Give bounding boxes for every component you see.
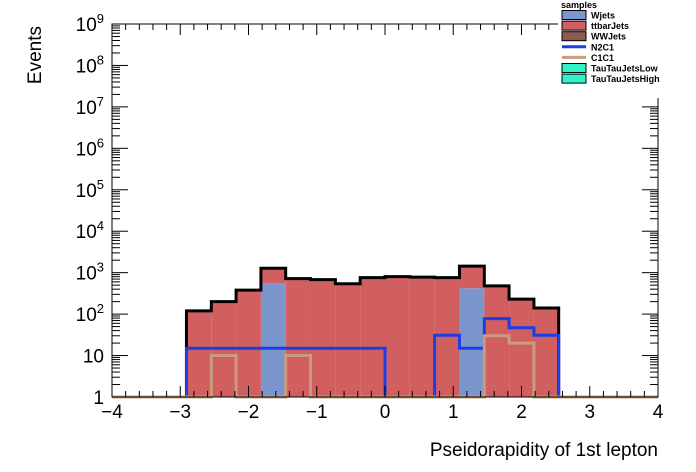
- legend-entry-tautaujetshigh: TauTauJetsHigh: [561, 73, 660, 84]
- legend-swatch: [561, 20, 587, 31]
- bar-ttbarjets-13: [434, 277, 460, 397]
- legend-entry-c1c1: C1C1: [562, 53, 614, 63]
- y-tick-label: 105: [76, 177, 104, 202]
- x-axis-title: Pseidorapidity of 1st lepton: [430, 440, 658, 461]
- legend-label: C1C1: [591, 53, 614, 63]
- bar-ttbarjets-3: [186, 310, 212, 397]
- y-tick-label: 108: [76, 52, 104, 77]
- legend-entry-tautaujetslow: TauTauJetsLow: [561, 63, 659, 74]
- legend-title: samples: [561, 0, 597, 10]
- y-tick-label: 106: [76, 135, 104, 160]
- x-tick-label: 3: [584, 402, 595, 423]
- bar-ttbarjets-9: [335, 283, 361, 397]
- bar-ttbarjets-11: [385, 276, 410, 397]
- y-tick-label: 1: [93, 388, 104, 409]
- x-tick-label: 4: [653, 402, 664, 423]
- x-tick-label: 2: [516, 402, 527, 423]
- legend-swatch: [561, 31, 587, 42]
- y-tick-label: 107: [76, 94, 104, 119]
- y-tick-label: 109: [76, 11, 104, 36]
- y-tick-labels: 1 10 102 103 104 105 106 107 108 109: [76, 11, 104, 409]
- y-tick-label: 104: [76, 218, 104, 243]
- x-tick-label: −4: [101, 402, 123, 423]
- legend-label: WWJets: [591, 32, 626, 42]
- legend: samples WjetsttbarJetsWWJetsN2C1C1C1TauT…: [558, 0, 670, 98]
- bar-ttbarjets-14: [459, 266, 485, 289]
- legend-label: Wjets: [591, 11, 615, 21]
- bar-ttbarjets-15: [484, 285, 510, 397]
- legend-label: TauTauJetsLow: [591, 64, 659, 74]
- y-tick-label: 10: [83, 347, 104, 368]
- bar-ttbarjets-8: [310, 279, 336, 397]
- x-tick-label: 0: [380, 402, 391, 423]
- legend-swatch: [561, 63, 587, 73]
- y-axis-title: Events: [25, 26, 46, 84]
- legend-entry-n2c1: N2C1: [562, 42, 614, 52]
- bar-ttbarjets-5: [236, 290, 261, 397]
- legend-entry-wwjets: WWJets: [561, 31, 626, 42]
- legend-label: TauTauJetsHigh: [591, 74, 660, 84]
- bar-ttbarjets-12: [409, 277, 435, 397]
- x-tick-label: 1: [448, 402, 459, 423]
- bar-ttbarjets-6: [260, 268, 286, 284]
- stack-total-outline: [112, 264, 658, 399]
- legend-label: ttbarJets: [591, 21, 629, 31]
- bar-wjets-14: [459, 288, 485, 397]
- bar-ttbarjets-10: [360, 277, 385, 397]
- x-tick-label: −2: [238, 402, 260, 423]
- legend-entry-wjets: Wjets: [561, 10, 615, 21]
- x-tick-labels: −4 −3 −2 −1 0 1 2 3 4: [101, 402, 664, 423]
- y-tick-label: 103: [76, 260, 104, 285]
- legend-label: N2C1: [591, 42, 614, 52]
- bar-ttbarjets-7: [285, 278, 311, 397]
- bar-ttbarjets-16: [509, 299, 534, 397]
- legend-swatch: [561, 73, 587, 84]
- bar-ttbarjets-17: [533, 308, 559, 397]
- legend-swatch: [561, 10, 587, 20]
- bar-wjets-6: [260, 283, 286, 397]
- x-tick-label: −1: [306, 402, 328, 423]
- legend-entry-ttbarjets: ttbarJets: [561, 20, 629, 31]
- y-tick-label: 102: [76, 301, 104, 326]
- x-tick-label: −3: [169, 402, 191, 423]
